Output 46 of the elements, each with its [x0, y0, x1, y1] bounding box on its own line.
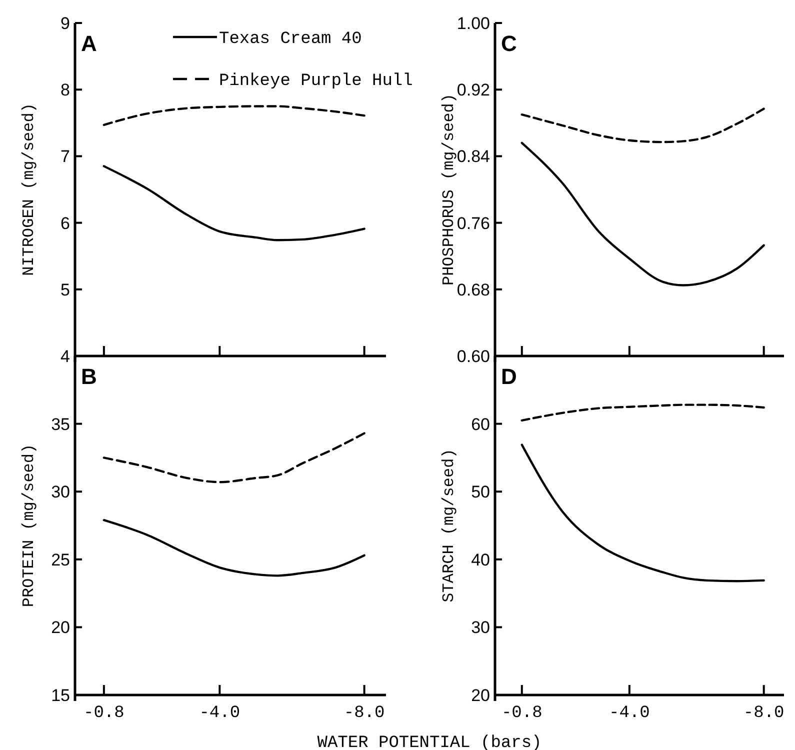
x-tick-label: -4.0: [609, 704, 650, 723]
chart-title: C: [501, 31, 517, 56]
y-tick-label: 0.60: [456, 346, 490, 366]
x-tick-label: -4.0: [199, 704, 240, 723]
line-series: [520, 142, 765, 286]
y-tick-label: 25: [51, 550, 70, 570]
y-tick-label: 0.84: [456, 147, 490, 166]
line-series: [102, 432, 366, 484]
y-tick-label: 4: [60, 346, 70, 366]
y-tick-label: 20: [471, 686, 490, 705]
y-tick-label: 30: [51, 482, 70, 502]
x-tick-label: -0.8: [84, 704, 124, 723]
x-tick-label: -0.8: [501, 704, 542, 723]
y-axis-title: PHOSPHORUS (mg/seed): [440, 93, 458, 286]
y-axis-title: PROTEIN (mg/seed): [20, 444, 38, 608]
y-tick-label: 30: [471, 618, 490, 638]
y-axis-title: STARCH (mg/seed): [440, 448, 458, 602]
legend-label: Pinkeye Purple Hull: [219, 72, 413, 91]
y-tick-label: 60: [471, 414, 490, 434]
y-axis-title: NITROGEN (mg/seed): [20, 103, 38, 276]
chart-title: D: [501, 364, 517, 389]
y-tick-label: 0.68: [456, 280, 490, 300]
line-series: [102, 518, 366, 577]
line-series: [102, 105, 366, 126]
x-tick-label: -8.0: [743, 704, 784, 723]
y-tick-label: 50: [471, 482, 490, 502]
y-tick-label: 9: [60, 14, 70, 33]
chart-title: B: [81, 364, 97, 389]
y-tick-label: 20: [51, 618, 70, 638]
y-tick-label: 0.76: [456, 214, 490, 233]
y-tick-label: 35: [51, 414, 70, 434]
y-tick-label: 1.00: [456, 14, 490, 33]
y-tick-label: 15: [51, 686, 70, 705]
y-tick-label: 6: [60, 214, 70, 233]
y-tick-label: 40: [471, 550, 490, 570]
line-series: [102, 165, 366, 242]
line-series: [520, 404, 765, 422]
line-series: [520, 444, 765, 582]
chart-title: A: [81, 31, 97, 56]
y-tick-label: 7: [60, 147, 70, 166]
x-tick-label: -8.0: [344, 704, 385, 723]
legend-label: Texas Cream 40: [219, 30, 362, 49]
line-series: [520, 108, 765, 144]
y-tick-label: 0.92: [456, 80, 490, 100]
y-tick-label: 8: [60, 80, 70, 100]
y-tick-label: 5: [60, 280, 70, 300]
